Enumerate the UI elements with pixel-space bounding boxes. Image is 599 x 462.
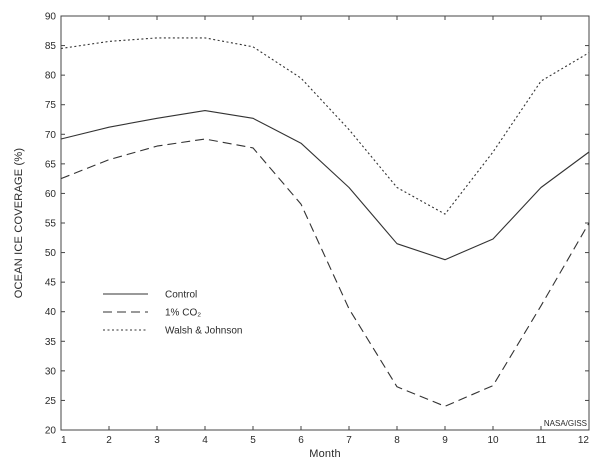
y-tick-label: 60: [45, 189, 57, 200]
x-axis-ticks: 1 2 3 4 5 6 7 8 9 10 11 12: [60, 16, 590, 446]
y-tick-label: 45: [45, 278, 57, 289]
y-tick-label: 20: [45, 426, 57, 437]
legend-label-0: Control: [165, 290, 197, 301]
y-axis-ticks: 20 25 30 35 40 45 50 55 60 65 70 75 80 85 90: [45, 12, 589, 437]
y-tick-label: 30: [45, 366, 57, 377]
x-tick-label: 2: [106, 435, 112, 446]
y-tick-label: 70: [45, 130, 57, 141]
y-tick-label: 80: [45, 71, 57, 82]
y-tick-label: 75: [45, 100, 57, 111]
legend-label-2: Walsh & Johnson: [165, 326, 242, 337]
x-tick-label: 5: [250, 435, 256, 446]
x-tick-label: 4: [202, 435, 208, 446]
plot-frame: [60, 15, 590, 431]
y-tick-label: 50: [45, 248, 57, 259]
x-tick-label: 10: [487, 435, 499, 446]
x-tick-label: 11: [536, 435, 547, 446]
y-tick-label: 40: [45, 307, 57, 318]
y-tick-label: 85: [45, 41, 57, 52]
y-tick-label: 35: [45, 337, 57, 348]
series-lines: [60, 37, 590, 407]
series-line-1: [60, 138, 590, 407]
series-line-2: [60, 37, 590, 215]
x-tick-label: 3: [154, 435, 160, 446]
x-tick-label: 9: [442, 435, 448, 446]
x-tick-label: 6: [298, 435, 304, 446]
x-tick-label: 7: [346, 435, 352, 446]
legend: Control 1% CO₂ Walsh & Johnson: [103, 290, 242, 337]
x-axis-label: Month: [309, 448, 341, 460]
y-tick-label: 55: [45, 219, 57, 230]
series-line-0: [60, 110, 590, 261]
x-tick-label: 8: [394, 435, 400, 446]
y-axis-label: OCEAN ICE COVERAGE (%): [13, 148, 25, 298]
y-tick-label: 90: [45, 12, 57, 23]
x-tick-label: 1: [61, 435, 67, 446]
y-tick-label: 65: [45, 159, 57, 170]
y-tick-label: 25: [45, 396, 57, 407]
x-tick-label: 12: [578, 435, 590, 446]
credit-annotation: NASA/GISS: [544, 419, 587, 428]
legend-label-1: 1% CO₂: [165, 308, 201, 319]
